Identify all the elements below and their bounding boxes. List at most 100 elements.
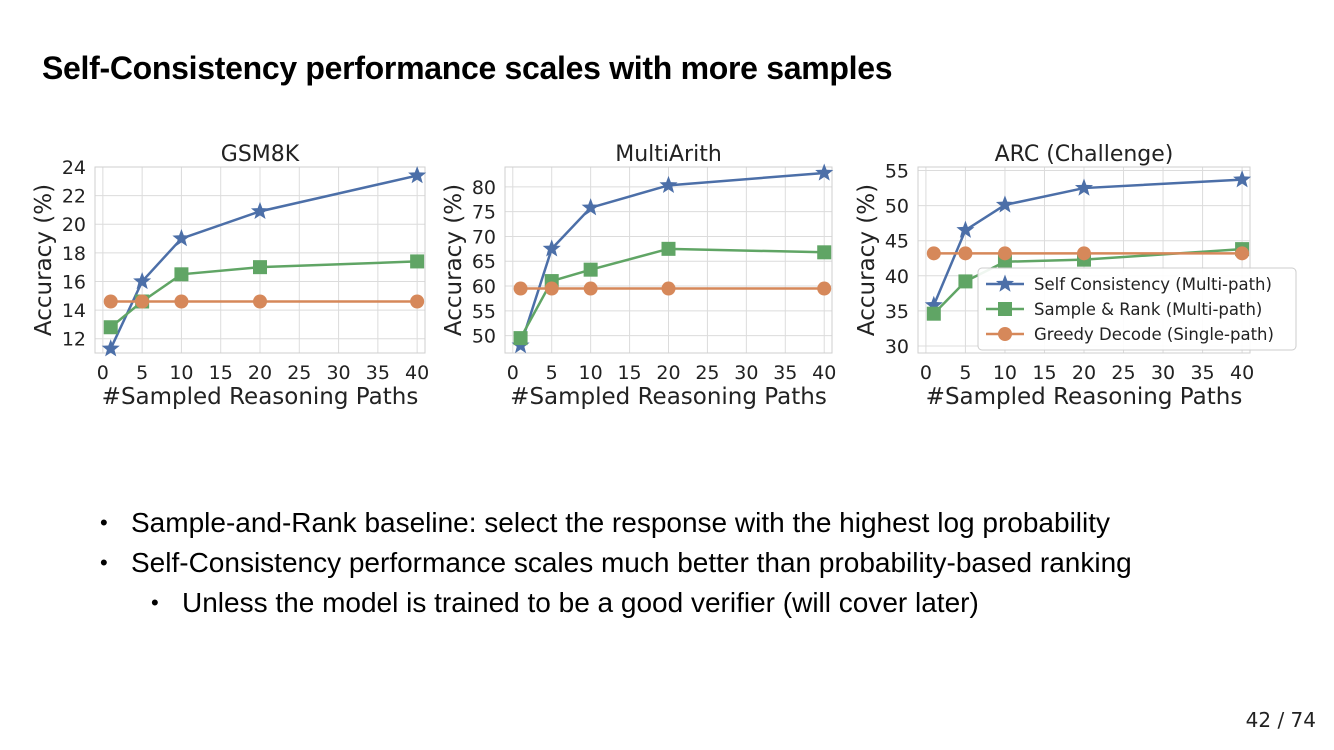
circle-marker <box>1077 246 1091 261</box>
y-tick-label: 18 <box>62 243 86 265</box>
square-marker <box>103 320 118 335</box>
star-marker <box>408 166 427 184</box>
x-tick-label: 15 <box>1032 362 1056 384</box>
x-tick-label: 40 <box>812 362 836 384</box>
x-axis-label: #Sampled Reasoning Paths <box>510 384 827 410</box>
x-tick-label: 25 <box>695 362 719 384</box>
x-axis-label: #Sampled Reasoning Paths <box>926 384 1243 410</box>
bullet-list: Sample-and-Rank baseline: select the res… <box>100 503 1132 623</box>
chart-legend: Self Consistency (Multi-path) Sample & Ra… <box>977 267 1297 351</box>
circle-marker <box>998 327 1012 341</box>
charts-figure: 0 5 10 15 20 25 30 35 40 12 14 16 18 20 22 24 GSM8K #Samp… <box>31 142 1297 410</box>
circle-marker <box>926 246 941 261</box>
square-marker <box>998 302 1012 316</box>
series-line <box>519 171 825 346</box>
plot-frame <box>94 166 426 354</box>
x-tick-label: 35 <box>1190 362 1214 384</box>
star-marker <box>1074 178 1094 196</box>
y-tick-label: 60 <box>472 276 496 298</box>
x-tick-label: 10 <box>169 362 193 384</box>
chart-panel: 0 5 10 15 20 25 30 35 40 30 35 40 45 50 55 ARC (Challen… <box>854 142 1297 410</box>
y-axis-label: Accuracy (%) <box>854 184 880 336</box>
chart-title: ARC (Challenge) <box>995 142 1174 167</box>
x-tick-label: 0 <box>97 362 109 384</box>
y-tick-label: 70 <box>472 226 496 248</box>
y-tick-label: 75 <box>472 202 496 224</box>
circle-marker <box>661 281 676 296</box>
y-tick-label: 16 <box>62 271 86 293</box>
star-marker <box>542 239 561 257</box>
x-tick-label: 5 <box>546 362 558 384</box>
bullet-item: Sample-and-Rank baseline: select the res… <box>100 503 1132 543</box>
x-tick-label: 30 <box>326 362 350 384</box>
star-marker <box>815 163 834 181</box>
x-tick-label: 25 <box>287 362 311 384</box>
bullet-item: Self-Consistency performance scales much… <box>100 543 1132 583</box>
x-tick-label: 5 <box>959 362 971 384</box>
x-tick-label: 40 <box>1230 362 1254 384</box>
circle-marker <box>174 294 189 309</box>
x-axis-label: #Sampled Reasoning Paths <box>102 384 419 410</box>
x-tick-label: 15 <box>209 362 233 384</box>
square-marker <box>513 331 528 346</box>
y-tick-label: 24 <box>62 157 86 179</box>
star-marker <box>995 195 1014 213</box>
x-tick-label: 0 <box>507 362 519 384</box>
sub-bullet-item: Unless the model is trained to be a good… <box>151 583 1132 623</box>
x-tick-label: 10 <box>579 362 603 384</box>
y-tick-label: 30 <box>885 336 909 358</box>
square-marker <box>817 245 832 260</box>
y-tick-label: 55 <box>472 301 496 323</box>
y-tick-label: 22 <box>62 186 86 208</box>
x-tick-label: 25 <box>1111 362 1135 384</box>
square-marker <box>926 306 941 321</box>
x-tick-label: 35 <box>773 362 797 384</box>
page-number: 42 / 74 <box>1245 708 1316 732</box>
circle-marker <box>410 294 425 309</box>
chart-title: GSM8K <box>221 142 300 167</box>
x-tick-label: 15 <box>617 362 641 384</box>
circle-marker <box>583 281 598 296</box>
circle-marker <box>103 294 118 309</box>
chart-title: MultiArith <box>615 142 722 167</box>
circle-marker <box>958 246 973 261</box>
y-tick-label: 65 <box>472 251 496 273</box>
star-marker <box>101 339 120 357</box>
square-marker <box>661 241 676 256</box>
star-marker <box>995 274 1015 292</box>
square-marker <box>253 260 267 275</box>
circle-marker <box>513 281 528 296</box>
y-tick-label: 55 <box>885 161 909 183</box>
slide-title: Self-Consistency performance scales with… <box>42 50 893 86</box>
x-tick-label: 0 <box>920 362 932 384</box>
circle-marker <box>253 294 267 309</box>
star-marker <box>581 198 600 216</box>
star-marker <box>172 229 191 247</box>
chart-panel: 0 5 10 15 20 25 30 35 40 12 14 16 18 20 22 24 GSM8K #Samp… <box>31 142 429 410</box>
star-marker <box>956 220 975 238</box>
x-tick-label: 10 <box>993 362 1017 384</box>
y-tick-label: 50 <box>885 196 909 218</box>
square-marker <box>958 274 973 289</box>
y-tick-label: 20 <box>62 214 86 236</box>
y-tick-label: 12 <box>62 329 86 351</box>
y-axis-label: Accuracy (%) <box>31 184 57 336</box>
legend-label: Greedy Decode (Single-path) <box>1034 325 1274 344</box>
circle-marker <box>997 246 1012 261</box>
y-tick-label: 80 <box>472 177 496 199</box>
star-marker <box>924 295 943 313</box>
legend-box <box>977 267 1297 351</box>
star-marker <box>250 201 270 220</box>
legend-label: Self Consistency (Multi-path) <box>1034 275 1272 294</box>
y-tick-label: 45 <box>885 231 909 253</box>
x-tick-label: 5 <box>136 362 148 384</box>
y-axis-label: Accuracy (%) <box>441 184 467 336</box>
x-tick-label: 30 <box>1151 362 1175 384</box>
y-tick-label: 50 <box>472 326 496 348</box>
square-marker <box>174 267 189 282</box>
y-tick-label: 35 <box>885 301 909 323</box>
x-tick-label: 20 <box>656 362 680 384</box>
x-tick-label: 40 <box>405 362 429 384</box>
x-tick-label: 30 <box>734 362 758 384</box>
